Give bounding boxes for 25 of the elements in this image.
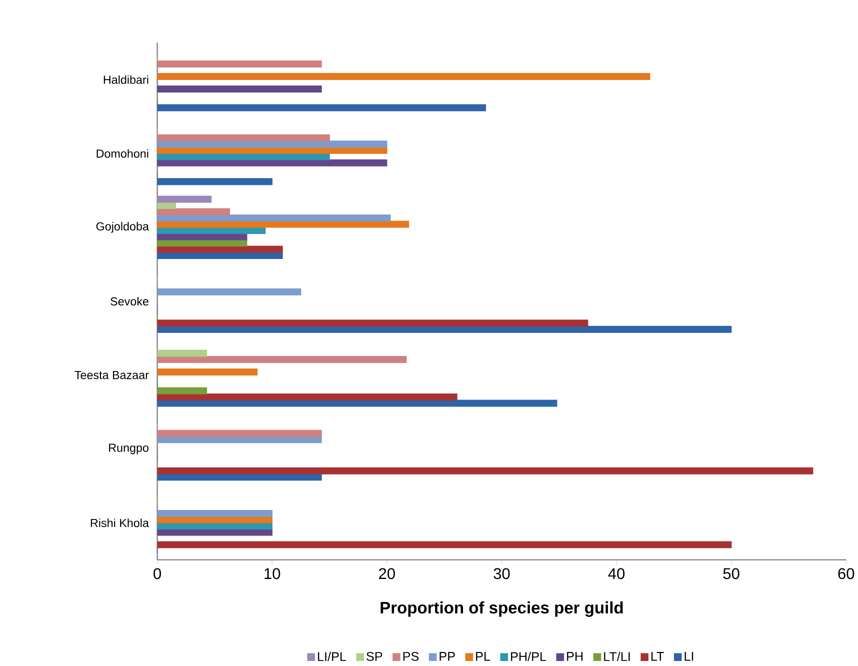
legend-label: PL (476, 652, 490, 661)
y-tick-label: Rishi Khola (90, 518, 149, 527)
x-tick-label: 30 (494, 568, 510, 579)
legend-label: PH (567, 652, 583, 661)
legend-label: PP (440, 652, 455, 661)
x-axis-title: Proportion of species per guild (380, 601, 623, 617)
x-tick-label: 50 (723, 568, 740, 579)
x-tick-label: 20 (379, 568, 395, 579)
y-tick-label: Haldibari (104, 75, 148, 84)
y-tick-label: Domohoni (96, 149, 148, 158)
y-tick-label: Teesta Bazaar (74, 370, 149, 380)
legend-label: LI/PL (318, 652, 346, 661)
y-tick-label: Rungpo (109, 444, 148, 454)
legend-label: LT/LI (604, 652, 630, 661)
x-tick-label: 10 (264, 568, 280, 579)
legend-label: PH/PL (511, 652, 546, 661)
legend-label: LT (651, 652, 664, 661)
legend-label: LI (684, 652, 694, 661)
x-tick-label: 0 (154, 568, 161, 579)
legend-label: PS (403, 652, 419, 661)
y-tick-label: Sevoke (110, 296, 148, 306)
y-tick-label: Gojoldoba (96, 222, 149, 233)
x-tick-label: 40 (608, 568, 625, 579)
legend-label: SP (366, 652, 382, 661)
x-tick-label: 60 (838, 568, 854, 579)
